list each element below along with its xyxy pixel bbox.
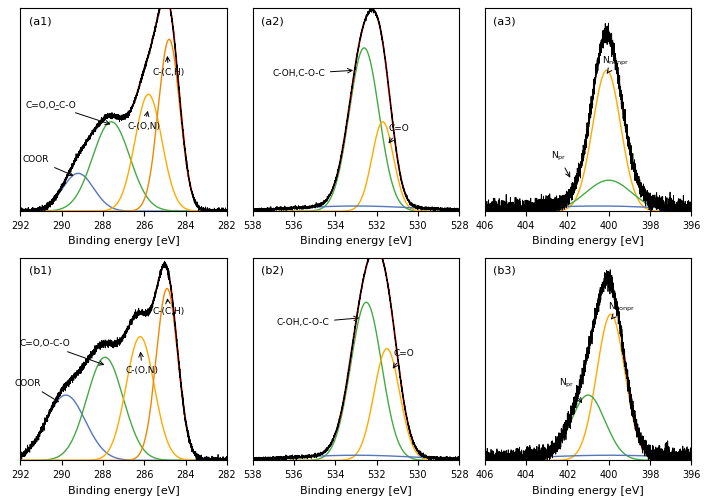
Text: C=O,O-C-O: C=O,O-C-O	[19, 339, 104, 365]
Text: (a1): (a1)	[28, 17, 51, 26]
X-axis label: Binding energy [eV]: Binding energy [eV]	[300, 236, 412, 246]
Text: N$_\mathrm{nonpr}$: N$_\mathrm{nonpr}$	[602, 55, 630, 73]
Text: N$_\mathrm{nonpr}$: N$_\mathrm{nonpr}$	[608, 301, 636, 319]
Text: (b1): (b1)	[28, 266, 51, 276]
Text: (a3): (a3)	[493, 17, 515, 26]
Text: C-(O,N): C-(O,N)	[128, 112, 161, 131]
Text: C-(C,H): C-(C,H)	[152, 57, 185, 77]
X-axis label: Binding energy [eV]: Binding energy [eV]	[68, 236, 179, 246]
X-axis label: Binding energy [eV]: Binding energy [eV]	[532, 486, 644, 495]
Text: N$_\mathrm{pr}$: N$_\mathrm{pr}$	[559, 376, 581, 402]
Text: (b2): (b2)	[261, 266, 284, 276]
Text: (a2): (a2)	[261, 17, 284, 26]
Text: COOR: COOR	[23, 155, 72, 175]
Text: (b3): (b3)	[493, 266, 515, 276]
Text: C-OH,C-O-C: C-OH,C-O-C	[277, 316, 358, 328]
Text: C-(C,H): C-(C,H)	[152, 299, 185, 316]
Text: C-OH,C-O-C: C-OH,C-O-C	[272, 69, 352, 78]
Text: COOR: COOR	[14, 379, 58, 402]
X-axis label: Binding energy [eV]: Binding energy [eV]	[532, 236, 644, 246]
Text: C=O: C=O	[389, 124, 410, 143]
Text: C=O,O-̲C-O: C=O,O-̲C-O	[26, 100, 110, 124]
X-axis label: Binding energy [eV]: Binding energy [eV]	[68, 486, 179, 495]
Text: N$_\mathrm{pr}$: N$_\mathrm{pr}$	[551, 150, 570, 177]
Text: C-(O,N): C-(O,N)	[125, 352, 159, 375]
X-axis label: Binding energy [eV]: Binding energy [eV]	[300, 486, 412, 495]
Text: C=O: C=O	[393, 349, 414, 368]
